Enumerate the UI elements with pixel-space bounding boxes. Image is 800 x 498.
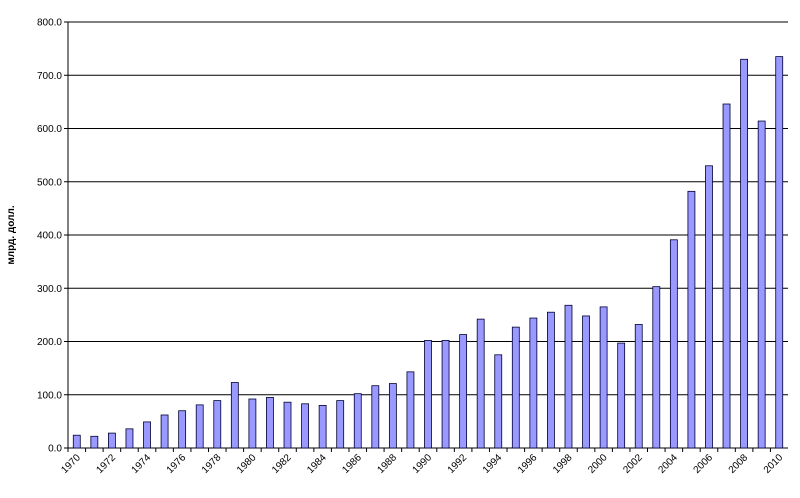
bar xyxy=(705,165,713,449)
x-tick-label: 1978 xyxy=(200,452,224,476)
bar xyxy=(353,393,362,449)
bar xyxy=(371,385,380,449)
x-tick-label: 1998 xyxy=(551,452,575,476)
x-tick-label: 2000 xyxy=(586,452,610,476)
bar xyxy=(195,404,204,449)
bar xyxy=(336,400,345,449)
bar xyxy=(160,414,169,449)
bar xyxy=(230,382,239,449)
bar xyxy=(248,398,257,449)
bar xyxy=(459,334,468,449)
x-tick-label: 1970 xyxy=(59,452,83,476)
bar xyxy=(529,317,538,449)
y-tick-label: 500.0 xyxy=(37,177,62,188)
bar xyxy=(213,400,222,449)
y-tick-label: 0.0 xyxy=(48,444,62,455)
bar xyxy=(740,58,748,449)
x-tick-label: 1974 xyxy=(130,452,154,476)
bar xyxy=(547,311,555,449)
y-tick-label: 700.0 xyxy=(37,71,62,82)
x-tick-label: 1972 xyxy=(95,452,119,476)
bar xyxy=(757,120,766,449)
x-tick-label: 1994 xyxy=(481,452,505,476)
bar xyxy=(775,56,784,449)
bar xyxy=(634,324,643,449)
bar xyxy=(266,397,274,449)
y-tick-label: 200.0 xyxy=(37,337,62,348)
x-tick-label: 1980 xyxy=(235,452,259,476)
y-tick-label: 600.0 xyxy=(37,124,62,135)
y-tick-label: 800.0 xyxy=(37,18,62,29)
x-tick-label: 1984 xyxy=(305,452,329,476)
bar xyxy=(406,371,415,449)
bar xyxy=(494,354,503,449)
x-tick-label: 1988 xyxy=(375,452,399,476)
x-tick-label: 1976 xyxy=(165,452,189,476)
bar xyxy=(441,340,450,449)
x-tick-label: 1996 xyxy=(516,452,540,476)
y-tick-label: 400.0 xyxy=(37,231,62,242)
bar xyxy=(318,404,327,449)
x-tick-label: 2004 xyxy=(656,452,680,476)
x-tick-label: 2008 xyxy=(727,452,751,476)
x-tick-label: 2006 xyxy=(692,452,716,476)
bar xyxy=(125,428,134,449)
bar xyxy=(301,403,309,449)
bar xyxy=(511,326,520,449)
x-tick-label: 1986 xyxy=(340,452,364,476)
bar xyxy=(108,432,116,449)
bar xyxy=(617,342,626,449)
bar xyxy=(388,383,397,449)
x-tick-label: 1990 xyxy=(411,452,435,476)
bar xyxy=(72,434,81,449)
bar xyxy=(424,340,432,449)
bar xyxy=(652,286,661,449)
bar xyxy=(476,318,485,449)
bar xyxy=(599,306,608,449)
bar xyxy=(582,315,590,449)
bar xyxy=(722,103,731,449)
bar xyxy=(143,421,151,449)
bar xyxy=(687,190,696,449)
x-tick-label: 1982 xyxy=(270,452,294,476)
bar xyxy=(178,410,187,449)
x-tick-label: 1992 xyxy=(446,452,470,476)
bar xyxy=(669,239,678,449)
y-tick-label: 100.0 xyxy=(37,390,62,401)
bar xyxy=(283,401,292,449)
x-tick-label: 2010 xyxy=(762,452,786,476)
x-tick-label: 2002 xyxy=(621,452,645,476)
bar xyxy=(564,304,573,449)
bar xyxy=(90,435,99,449)
y-tick-label: 300.0 xyxy=(37,284,62,295)
y-axis-label: млрд. долл. xyxy=(6,205,17,264)
